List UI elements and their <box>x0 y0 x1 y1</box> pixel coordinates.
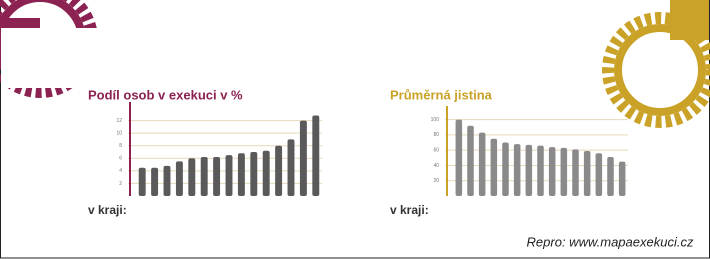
bar <box>139 168 146 196</box>
bar <box>275 146 282 196</box>
infographic: Repro: www.mapaexekuci.cz Podíl osob v e… <box>0 0 710 259</box>
y-tick-label: 100 <box>431 117 440 123</box>
bar <box>226 155 233 196</box>
bar <box>164 166 171 196</box>
bar <box>619 162 626 196</box>
bar <box>312 116 319 196</box>
chart-title: Průměrná jistina <box>390 87 493 102</box>
bar <box>176 161 183 196</box>
bar <box>456 120 463 196</box>
y-tick-label: 8 <box>119 143 122 149</box>
y-tick-label: 12 <box>116 118 122 124</box>
y-tick-label: 10 <box>116 130 122 136</box>
bar <box>300 121 307 196</box>
bar <box>526 145 533 196</box>
bar <box>537 146 544 196</box>
bar <box>201 157 208 196</box>
y-tick-label: 2 <box>119 181 122 187</box>
y-tick-label: 4 <box>119 168 122 174</box>
x-axis-label: v kraji: <box>88 203 127 217</box>
bar <box>561 148 568 196</box>
y-tick-label: 20 <box>433 178 439 184</box>
bar <box>491 139 498 196</box>
bar <box>596 153 603 196</box>
bar <box>502 143 509 196</box>
bar <box>250 152 257 196</box>
bar <box>467 126 474 196</box>
chart-title: Podíl osob v exekuci v % <box>88 87 243 102</box>
bar <box>584 151 591 196</box>
bar <box>151 168 158 196</box>
bar <box>479 133 486 196</box>
bar <box>607 157 614 196</box>
bar <box>263 151 270 196</box>
y-tick-label: 6 <box>119 156 122 162</box>
y-tick-label: 80 <box>433 132 439 138</box>
bar <box>238 153 245 196</box>
y-tick-label: 60 <box>433 148 439 154</box>
bar <box>213 157 220 196</box>
bar <box>188 158 195 196</box>
bar <box>288 139 295 196</box>
y-tick-label: 40 <box>433 163 439 169</box>
bar <box>572 149 579 196</box>
x-axis-label: v kraji: <box>390 203 429 217</box>
bar <box>514 144 521 196</box>
bar <box>549 147 556 196</box>
credit: Repro: www.mapaexekuci.cz <box>527 234 694 249</box>
